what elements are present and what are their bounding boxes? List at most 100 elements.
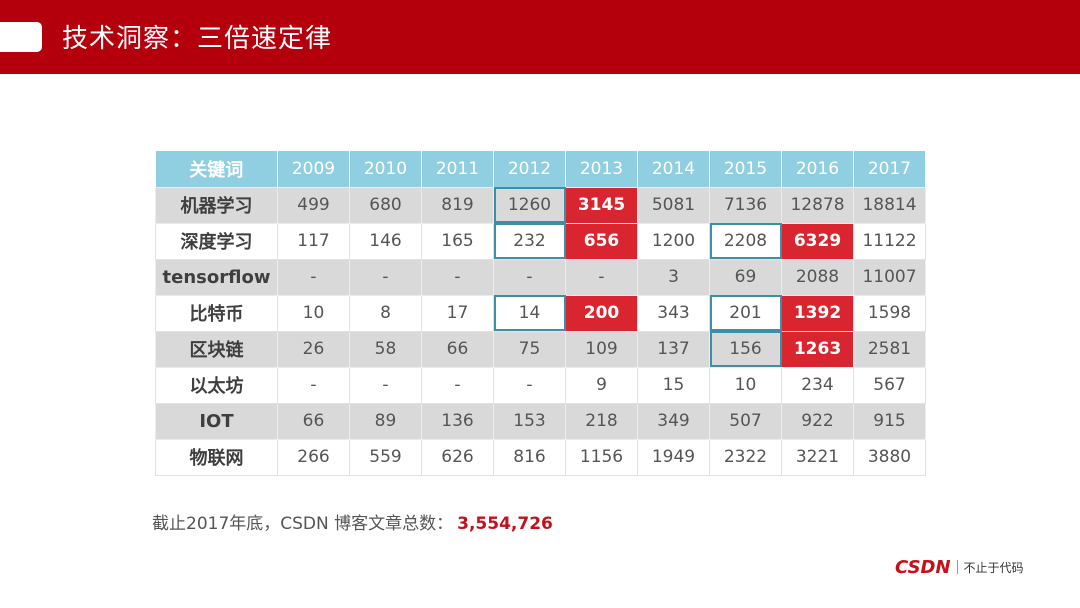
- row-label: 物联网: [155, 438, 278, 476]
- table-cell: 69: [709, 258, 782, 296]
- keyword-trend-table: 关键词 2009 2010 2011 2012 2013 2014 2015 2…: [155, 151, 926, 476]
- table-cell: 11007: [853, 258, 926, 296]
- table-cell: 153: [493, 402, 566, 440]
- table-cell: 819: [421, 186, 494, 224]
- table-cell-highlighted: 3145: [565, 186, 638, 224]
- table-row: 物联网 266 559 626 816 1156 1949 2322 3221 …: [155, 438, 926, 476]
- keyword-trend-table-container: 关键词 2009 2010 2011 2012 2013 2014 2015 2…: [155, 151, 926, 476]
- table-cell: 17: [421, 294, 494, 332]
- title-bar-tab-shape: [0, 22, 42, 52]
- table-cell: 3221: [781, 438, 854, 476]
- table-cell-highlighted: 1392: [781, 294, 854, 332]
- column-header-year: 2013: [565, 151, 638, 187]
- table-cell: 58: [349, 330, 422, 368]
- page-title: 技术洞察：三倍速定律: [62, 24, 333, 54]
- table-cell: 137: [637, 330, 710, 368]
- logo-divider: [956, 560, 958, 574]
- column-header-year: 2012: [493, 151, 566, 187]
- table-cell: 234: [781, 366, 854, 404]
- table-cell: 1200: [637, 222, 710, 260]
- table-cell: 66: [421, 330, 494, 368]
- table-cell-boxed: 14: [493, 294, 566, 332]
- table-cell: 567: [853, 366, 926, 404]
- column-header-keyword: 关键词: [155, 151, 278, 187]
- table-cell: 559: [349, 438, 422, 476]
- table-cell: 266: [277, 438, 350, 476]
- table-cell-highlighted: 1263: [781, 330, 854, 368]
- table-cell: 3: [637, 258, 710, 296]
- table-cell: 75: [493, 330, 566, 368]
- table-cell-highlighted: 6329: [781, 222, 854, 260]
- column-header-year: 2015: [709, 151, 782, 187]
- table-cell: 10: [277, 294, 350, 332]
- table-row: 机器学习 499 680 819 1260 3145 5081 7136 128…: [155, 186, 926, 224]
- table-cell: -: [565, 258, 638, 296]
- row-label: 以太坊: [155, 366, 278, 404]
- table-cell: 2322: [709, 438, 782, 476]
- table-cell: 11122: [853, 222, 926, 260]
- table-cell: 626: [421, 438, 494, 476]
- table-cell: 9: [565, 366, 638, 404]
- column-header-year: 2017: [853, 151, 926, 187]
- table-cell: 12878: [781, 186, 854, 224]
- table-cell: 10: [709, 366, 782, 404]
- table-cell: 26: [277, 330, 350, 368]
- table-row: IOT 66 89 136 153 218 349 507 922 915: [155, 402, 926, 440]
- table-cell: 8: [349, 294, 422, 332]
- table-cell: 117: [277, 222, 350, 260]
- footnote-text: 截止2017年底，CSDN 博客文章总数：: [152, 514, 454, 534]
- table-cell: 1156: [565, 438, 638, 476]
- table-cell: 18814: [853, 186, 926, 224]
- table-cell: -: [421, 258, 494, 296]
- column-header-year: 2011: [421, 151, 494, 187]
- table-cell: -: [349, 366, 422, 404]
- table-cell: 349: [637, 402, 710, 440]
- table-cell-boxed: 156: [709, 330, 782, 368]
- table-cell: 507: [709, 402, 782, 440]
- table-cell: 343: [637, 294, 710, 332]
- row-label: tensorflow: [155, 258, 278, 296]
- footnote-total: 3,554,726: [457, 514, 553, 534]
- table-cell: 218: [565, 402, 638, 440]
- table-cell: 680: [349, 186, 422, 224]
- table-cell-boxed: 1260: [493, 186, 566, 224]
- table-cell: 1949: [637, 438, 710, 476]
- logo-slogan: 不止于代码: [963, 560, 1024, 575]
- column-header-year: 2016: [781, 151, 854, 187]
- table-cell: -: [493, 366, 566, 404]
- table-row: 深度学习 117 146 165 232 656 1200 2208 6329 …: [155, 222, 926, 260]
- table-cell: 136: [421, 402, 494, 440]
- csdn-logo: CSDN 不止于代码: [895, 556, 1024, 578]
- table-cell: 1598: [853, 294, 926, 332]
- table-cell: -: [421, 366, 494, 404]
- table-cell: 146: [349, 222, 422, 260]
- table-cell-highlighted: 200: [565, 294, 638, 332]
- table-cell-boxed: 232: [493, 222, 566, 260]
- table-row: 以太坊 - - - - 9 15 10 234 567: [155, 366, 926, 404]
- table-cell-boxed: 201: [709, 294, 782, 332]
- table-cell-boxed: 2208: [709, 222, 782, 260]
- table-row: 比特币 10 8 17 14 200 343 201 1392 1598: [155, 294, 926, 332]
- table-cell: 165: [421, 222, 494, 260]
- table-cell: -: [493, 258, 566, 296]
- table-cell-highlighted: 656: [565, 222, 638, 260]
- table-cell: -: [349, 258, 422, 296]
- table-cell: 89: [349, 402, 422, 440]
- table-cell: 5081: [637, 186, 710, 224]
- row-label: 区块链: [155, 330, 278, 368]
- table-row: 区块链 26 58 66 75 109 137 156 1263 2581: [155, 330, 926, 368]
- table-cell: 2581: [853, 330, 926, 368]
- column-header-year: 2009: [277, 151, 350, 187]
- column-header-year: 2014: [637, 151, 710, 187]
- row-label: 比特币: [155, 294, 278, 332]
- table-cell: 109: [565, 330, 638, 368]
- table-cell: 922: [781, 402, 854, 440]
- row-label: 机器学习: [155, 186, 278, 224]
- table-row: tensorflow - - - - - 3 69 2088 11007: [155, 258, 926, 296]
- table-cell: 7136: [709, 186, 782, 224]
- table-cell: 915: [853, 402, 926, 440]
- row-label: 深度学习: [155, 222, 278, 260]
- column-header-year: 2010: [349, 151, 422, 187]
- table-cell: -: [277, 366, 350, 404]
- table-cell: 3880: [853, 438, 926, 476]
